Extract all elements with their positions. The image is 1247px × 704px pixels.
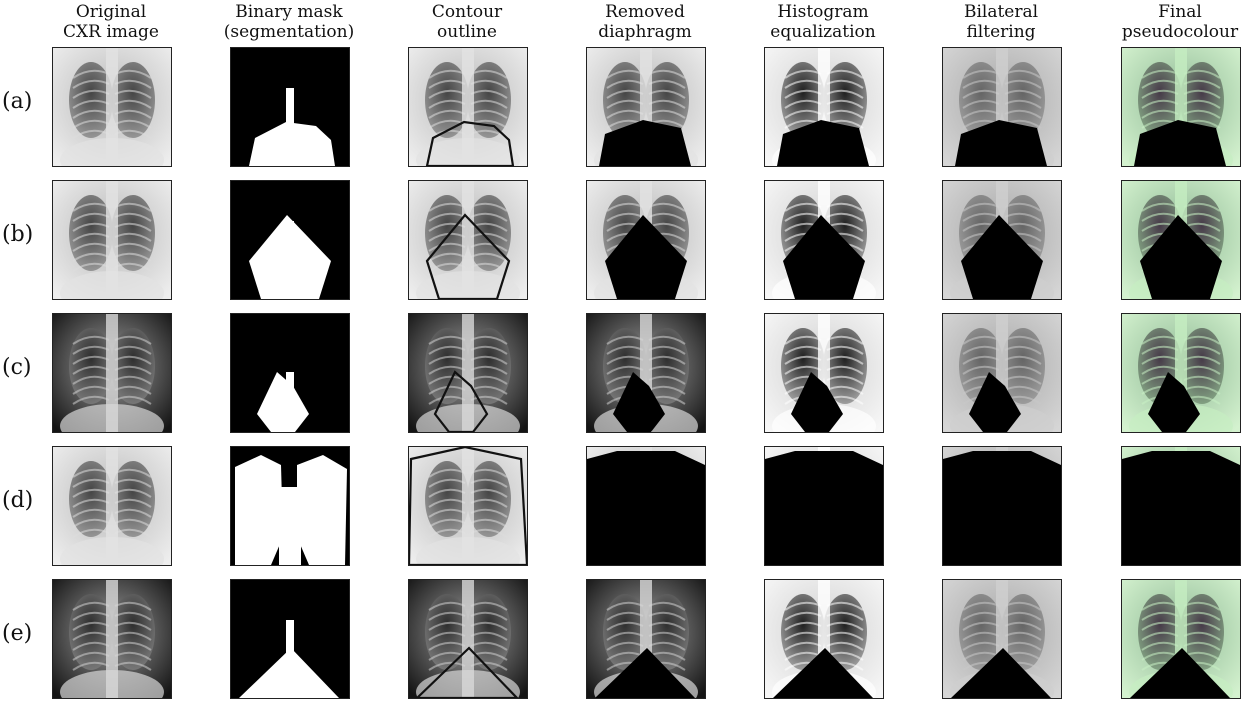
- xray-image: [231, 580, 349, 698]
- column-header-line1: Histogram: [777, 2, 869, 22]
- column-header-line2: filtering: [966, 22, 1036, 42]
- row-label: (e): [2, 621, 33, 646]
- column-header-line1: Final: [1158, 2, 1202, 22]
- xray-image: [53, 48, 171, 166]
- image-panel: [230, 579, 350, 699]
- xray-image: [409, 48, 527, 166]
- row-label: (b): [2, 222, 34, 247]
- xray-image: [409, 181, 527, 299]
- xray-image: [943, 314, 1061, 432]
- image-panel: [408, 47, 528, 167]
- xray-image: [1122, 48, 1240, 166]
- xray-image: [53, 580, 171, 698]
- xray-image: [231, 181, 349, 299]
- column-header-line1: Removed: [605, 2, 685, 22]
- image-panel: [1121, 579, 1241, 699]
- column-header: Removed diaphragm: [565, 2, 725, 42]
- image-panel: [1121, 47, 1241, 167]
- xray-image: [765, 181, 883, 299]
- column-header: Histogram equalization: [743, 2, 903, 42]
- xray-image: [587, 48, 705, 166]
- xray-image: [587, 314, 705, 432]
- column-header-line1: Original: [75, 2, 147, 22]
- xray-image: [943, 181, 1061, 299]
- image-panel: [230, 313, 350, 433]
- image-panel: [764, 313, 884, 433]
- xray-image: [231, 447, 349, 565]
- xray-image: [53, 447, 171, 565]
- image-panel: [764, 180, 884, 300]
- xray-image: [409, 580, 527, 698]
- column-header: Final pseudocolour: [1100, 2, 1247, 42]
- xray-image: [53, 314, 171, 432]
- image-panel: [1121, 313, 1241, 433]
- image-panel: [408, 180, 528, 300]
- image-panel: [408, 579, 528, 699]
- xray-image: [943, 447, 1061, 565]
- xray-image: [1122, 447, 1240, 565]
- image-panel: [52, 313, 172, 433]
- image-panel: [230, 47, 350, 167]
- column-header-line2: outline: [437, 22, 497, 42]
- xray-image: [765, 580, 883, 698]
- column-header-line1: Contour: [431, 2, 503, 22]
- xray-image: [1122, 181, 1240, 299]
- xray-image: [943, 580, 1061, 698]
- image-panel: [586, 446, 706, 566]
- image-panel: [942, 47, 1062, 167]
- image-panel: [52, 180, 172, 300]
- row-label: (c): [2, 355, 32, 380]
- xray-image: [231, 314, 349, 432]
- column-header-line2: CXR image: [63, 22, 159, 42]
- xray-image: [231, 48, 349, 166]
- column-header-line1: Bilateral: [963, 2, 1039, 22]
- image-panel: [52, 446, 172, 566]
- column-header-line2: (segmentation): [223, 22, 355, 42]
- xray-image: [53, 181, 171, 299]
- image-panel: [1121, 446, 1241, 566]
- image-panel: [586, 313, 706, 433]
- column-header-line1: Binary mask: [235, 2, 343, 22]
- image-panel: [942, 180, 1062, 300]
- image-panel: [942, 446, 1062, 566]
- image-panel: [408, 313, 528, 433]
- image-panel: [52, 47, 172, 167]
- xray-image: [587, 447, 705, 565]
- column-header-line2: pseudocolour: [1121, 22, 1239, 42]
- column-header: Bilateral filtering: [921, 2, 1081, 42]
- xray-image: [765, 48, 883, 166]
- image-panel: [764, 446, 884, 566]
- image-panel: [586, 180, 706, 300]
- image-panel: [586, 579, 706, 699]
- image-panel: [52, 579, 172, 699]
- column-header: Original CXR image: [31, 2, 191, 42]
- xray-image: [765, 447, 883, 565]
- column-header-line2: equalization: [770, 22, 876, 42]
- image-panel: [942, 579, 1062, 699]
- xray-image: [587, 580, 705, 698]
- xray-image: [1122, 314, 1240, 432]
- column-header: Contour outline: [387, 2, 547, 42]
- image-panel: [764, 47, 884, 167]
- row-label: (d): [2, 488, 34, 513]
- xray-image: [409, 314, 527, 432]
- column-header: Binary mask (segmentation): [209, 2, 369, 42]
- xray-image: [1122, 580, 1240, 698]
- xray-image: [409, 447, 527, 565]
- column-header-line2: diaphragm: [598, 22, 692, 42]
- image-panel: [408, 446, 528, 566]
- image-panel: [764, 579, 884, 699]
- image-panel: [230, 180, 350, 300]
- xray-image: [943, 48, 1061, 166]
- image-panel: [942, 313, 1062, 433]
- xray-image: [587, 181, 705, 299]
- image-panel: [1121, 180, 1241, 300]
- xray-image: [765, 314, 883, 432]
- image-panel: [586, 47, 706, 167]
- row-label: (a): [2, 89, 33, 114]
- image-panel: [230, 446, 350, 566]
